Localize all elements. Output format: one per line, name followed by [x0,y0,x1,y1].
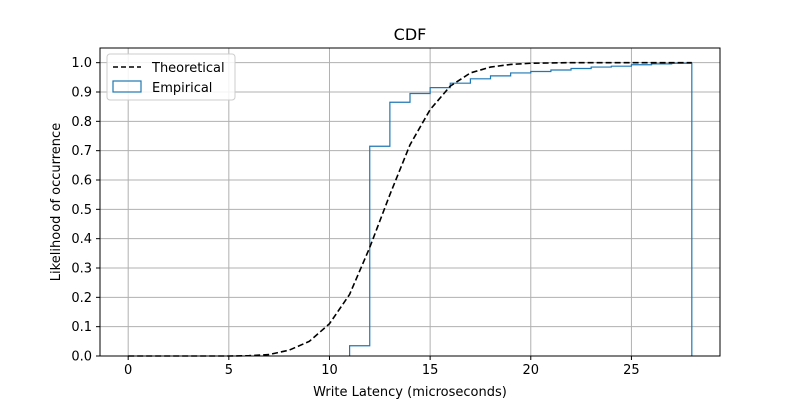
legend-empirical-label: Empirical [152,81,212,96]
x-axis-label: Write Latency (microseconds) [313,385,507,400]
chart-title: CDF [394,25,427,44]
y-tick-label: 0.2 [71,291,92,306]
plot-frame [99,47,721,357]
y-tick-label: 0.3 [71,262,92,277]
y-tick-label: 0.1 [71,320,92,335]
x-tick-label: 15 [422,363,439,378]
empirical-series [349,62,693,356]
x-tick-label: 25 [623,363,640,378]
legend-box [106,53,236,101]
x-tick-label: 5 [225,363,233,378]
x-tick-label: 0 [124,363,132,378]
y-tick-label: 0.7 [71,144,92,159]
y-tick-label: 1.0 [71,56,92,71]
y-tick-label: 0.9 [71,86,92,101]
x-tick-label: 10 [321,363,338,378]
y-tick-label: 0.6 [71,174,92,189]
legend: Theoretical Empirical [106,53,236,101]
y-tick-label: 0.0 [71,350,92,365]
y-tick-label: 0.5 [71,203,92,218]
legend-theoretical-label: Theoretical [151,61,225,76]
x-tick-label: 20 [523,363,540,378]
y-tick-label: 0.4 [71,232,92,247]
grid [100,48,720,357]
legend-empirical-marker [112,80,142,93]
ticks: 0 5 10 15 20 25 0.0 0.1 0.2 0.3 0.4 0.5 0.6 0.7 0.8 0.9… [71,56,639,378]
y-axis-label: Likelihood of occurrence [49,123,64,281]
y-tick-label: 0.8 [71,115,92,130]
